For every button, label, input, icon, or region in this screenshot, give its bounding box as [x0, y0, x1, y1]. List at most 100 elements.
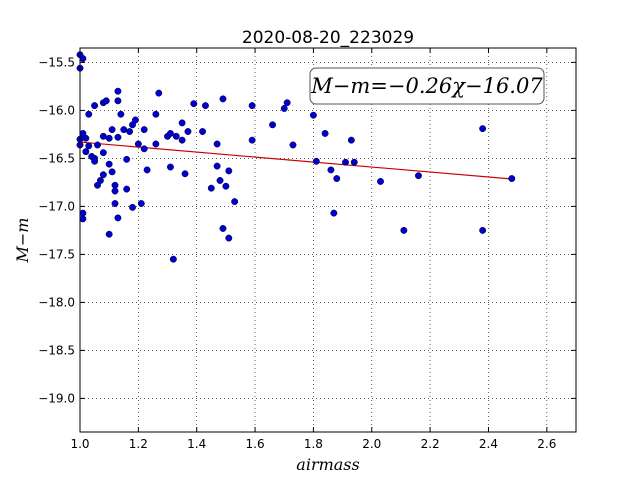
data-point	[129, 203, 136, 211]
y-tick-label: −18.0	[38, 295, 75, 309]
data-point	[152, 140, 160, 148]
fit-equation: M−m=−0.26χ−16.07	[310, 74, 543, 98]
x-tick-label: 1.0	[70, 437, 89, 451]
data-point	[347, 136, 355, 144]
x-tick-label: 1.4	[187, 437, 206, 451]
data-point	[123, 155, 131, 163]
fit-layer	[79, 141, 512, 180]
data-point	[333, 175, 341, 183]
data-point	[131, 116, 139, 124]
data-point	[140, 126, 148, 134]
x-tick-label: 2.6	[537, 437, 556, 451]
data-point	[199, 128, 206, 135]
y-tick-label: −17.0	[38, 199, 75, 213]
data-point	[152, 110, 160, 118]
data-point	[117, 110, 125, 118]
data-point	[312, 157, 320, 165]
data-point	[321, 129, 329, 137]
data-point	[231, 198, 239, 206]
data-point	[222, 182, 230, 190]
data-point	[280, 105, 288, 112]
data-point	[184, 128, 192, 135]
data-point	[94, 141, 101, 149]
y-tick-label: −16.0	[38, 103, 75, 117]
data-point	[213, 162, 221, 170]
data-point	[248, 136, 256, 144]
y-tick-label: −17.5	[38, 247, 75, 261]
data-point	[377, 177, 384, 185]
annotation-frame	[309, 67, 545, 105]
y-axis-label: M−m	[13, 218, 32, 264]
data-point	[111, 200, 119, 207]
data-point	[219, 225, 227, 232]
data-point	[207, 184, 215, 192]
x-tick-label: 1.8	[304, 437, 323, 451]
data-point	[108, 168, 116, 176]
data-point	[190, 100, 198, 108]
data-point	[134, 140, 142, 148]
data-point	[79, 55, 87, 63]
data-point	[166, 163, 174, 171]
data-point	[309, 111, 317, 119]
data-point	[172, 132, 180, 140]
data-point	[140, 145, 148, 153]
data-point	[79, 215, 87, 223]
data-point	[508, 175, 516, 183]
data-point	[120, 126, 128, 134]
points-layer	[76, 51, 516, 263]
data-point	[350, 158, 358, 166]
data-point	[79, 209, 87, 217]
y-tick-label: −15.5	[38, 55, 75, 69]
data-point	[111, 181, 119, 189]
grid	[79, 48, 576, 432]
x-tick-label: 2.2	[421, 437, 440, 451]
data-point	[342, 158, 349, 166]
x-axis-label: airmass	[296, 455, 359, 474]
data-point	[82, 134, 90, 142]
data-point	[169, 255, 177, 263]
data-point	[155, 89, 163, 97]
data-point	[114, 133, 122, 141]
data-point	[414, 172, 422, 180]
ticks: 1.0 1.2 1.4 1.6 1.8 2.0 2.2 2.4 2.6 −15.5 −16.0 −16…	[38, 48, 576, 451]
data-point	[283, 99, 291, 107]
data-point	[137, 200, 145, 207]
data-point	[99, 149, 107, 157]
chart-title: 2020-08-20_223029	[242, 28, 414, 48]
x-tick-label: 2.4	[479, 437, 498, 451]
data-point	[479, 125, 487, 133]
data-point	[114, 97, 122, 105]
data-point	[91, 102, 99, 110]
data-point	[111, 187, 119, 195]
x-tick-label: 1.2	[129, 437, 148, 451]
data-point	[248, 102, 256, 110]
data-point	[105, 230, 113, 238]
data-point	[82, 148, 90, 156]
data-point	[289, 141, 297, 149]
data-point	[166, 129, 174, 137]
data-point	[126, 128, 134, 135]
data-point	[108, 126, 116, 134]
data-point	[178, 119, 186, 127]
data-point	[178, 136, 186, 144]
data-point	[85, 142, 93, 150]
data-point	[181, 170, 189, 178]
data-point	[225, 234, 233, 242]
data-point	[143, 166, 151, 174]
data-point	[99, 132, 107, 140]
data-point	[213, 140, 221, 148]
y-tick-label: −19.0	[38, 391, 75, 405]
data-point	[114, 214, 122, 222]
plot-frame	[79, 47, 577, 433]
data-point	[105, 160, 113, 168]
data-point	[225, 167, 233, 175]
data-point	[400, 226, 408, 234]
x-tick-label: 2.0	[362, 437, 381, 451]
data-point	[269, 121, 277, 129]
data-point	[327, 166, 335, 174]
x-tick-label: 1.6	[246, 437, 265, 451]
annotation-box: M−m=−0.26χ−16.07	[309, 67, 545, 105]
data-point	[96, 177, 104, 184]
data-point	[114, 87, 122, 95]
data-point	[330, 209, 338, 217]
